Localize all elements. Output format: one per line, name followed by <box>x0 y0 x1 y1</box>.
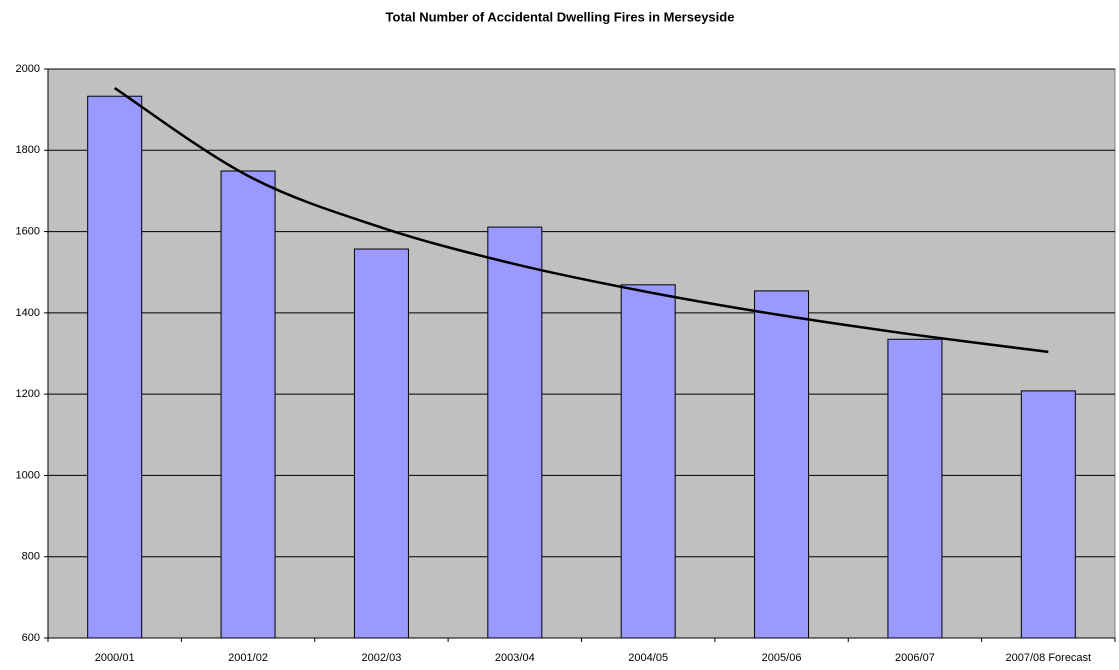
bar <box>754 290 810 639</box>
bar <box>353 248 409 639</box>
x-tick-label: 2002/03 <box>362 652 402 664</box>
bar <box>487 226 543 639</box>
y-tick-label: 1400 <box>16 307 40 319</box>
y-tick-label: 1000 <box>16 469 40 481</box>
x-tick-label: 2001/02 <box>228 652 268 664</box>
y-tick-label: 800 <box>22 551 40 563</box>
y-tick-label: 1800 <box>16 144 40 156</box>
bar <box>620 284 676 639</box>
y-tick-label: 2000 <box>16 63 40 75</box>
x-tick-label: 2004/05 <box>628 652 668 664</box>
x-tick-label: 2000/01 <box>95 652 135 664</box>
trend-line <box>114 87 1049 354</box>
chart-title: Total Number of Accidental Dwelling Fire… <box>386 9 735 24</box>
x-tick-label: 2006/07 <box>895 652 935 664</box>
bar <box>887 338 943 639</box>
y-tick-label: 1600 <box>16 225 40 237</box>
bar <box>220 170 276 639</box>
x-tick-label: 2007/08 Forecast <box>1006 652 1092 664</box>
y-tick-label: 600 <box>22 632 40 644</box>
bar <box>1020 390 1076 639</box>
plot-area <box>47 68 1116 639</box>
y-tick-label: 1200 <box>16 388 40 400</box>
bar <box>87 95 143 639</box>
x-tick-label: 2003/04 <box>495 652 535 664</box>
x-tick-label: 2005/06 <box>762 652 802 664</box>
